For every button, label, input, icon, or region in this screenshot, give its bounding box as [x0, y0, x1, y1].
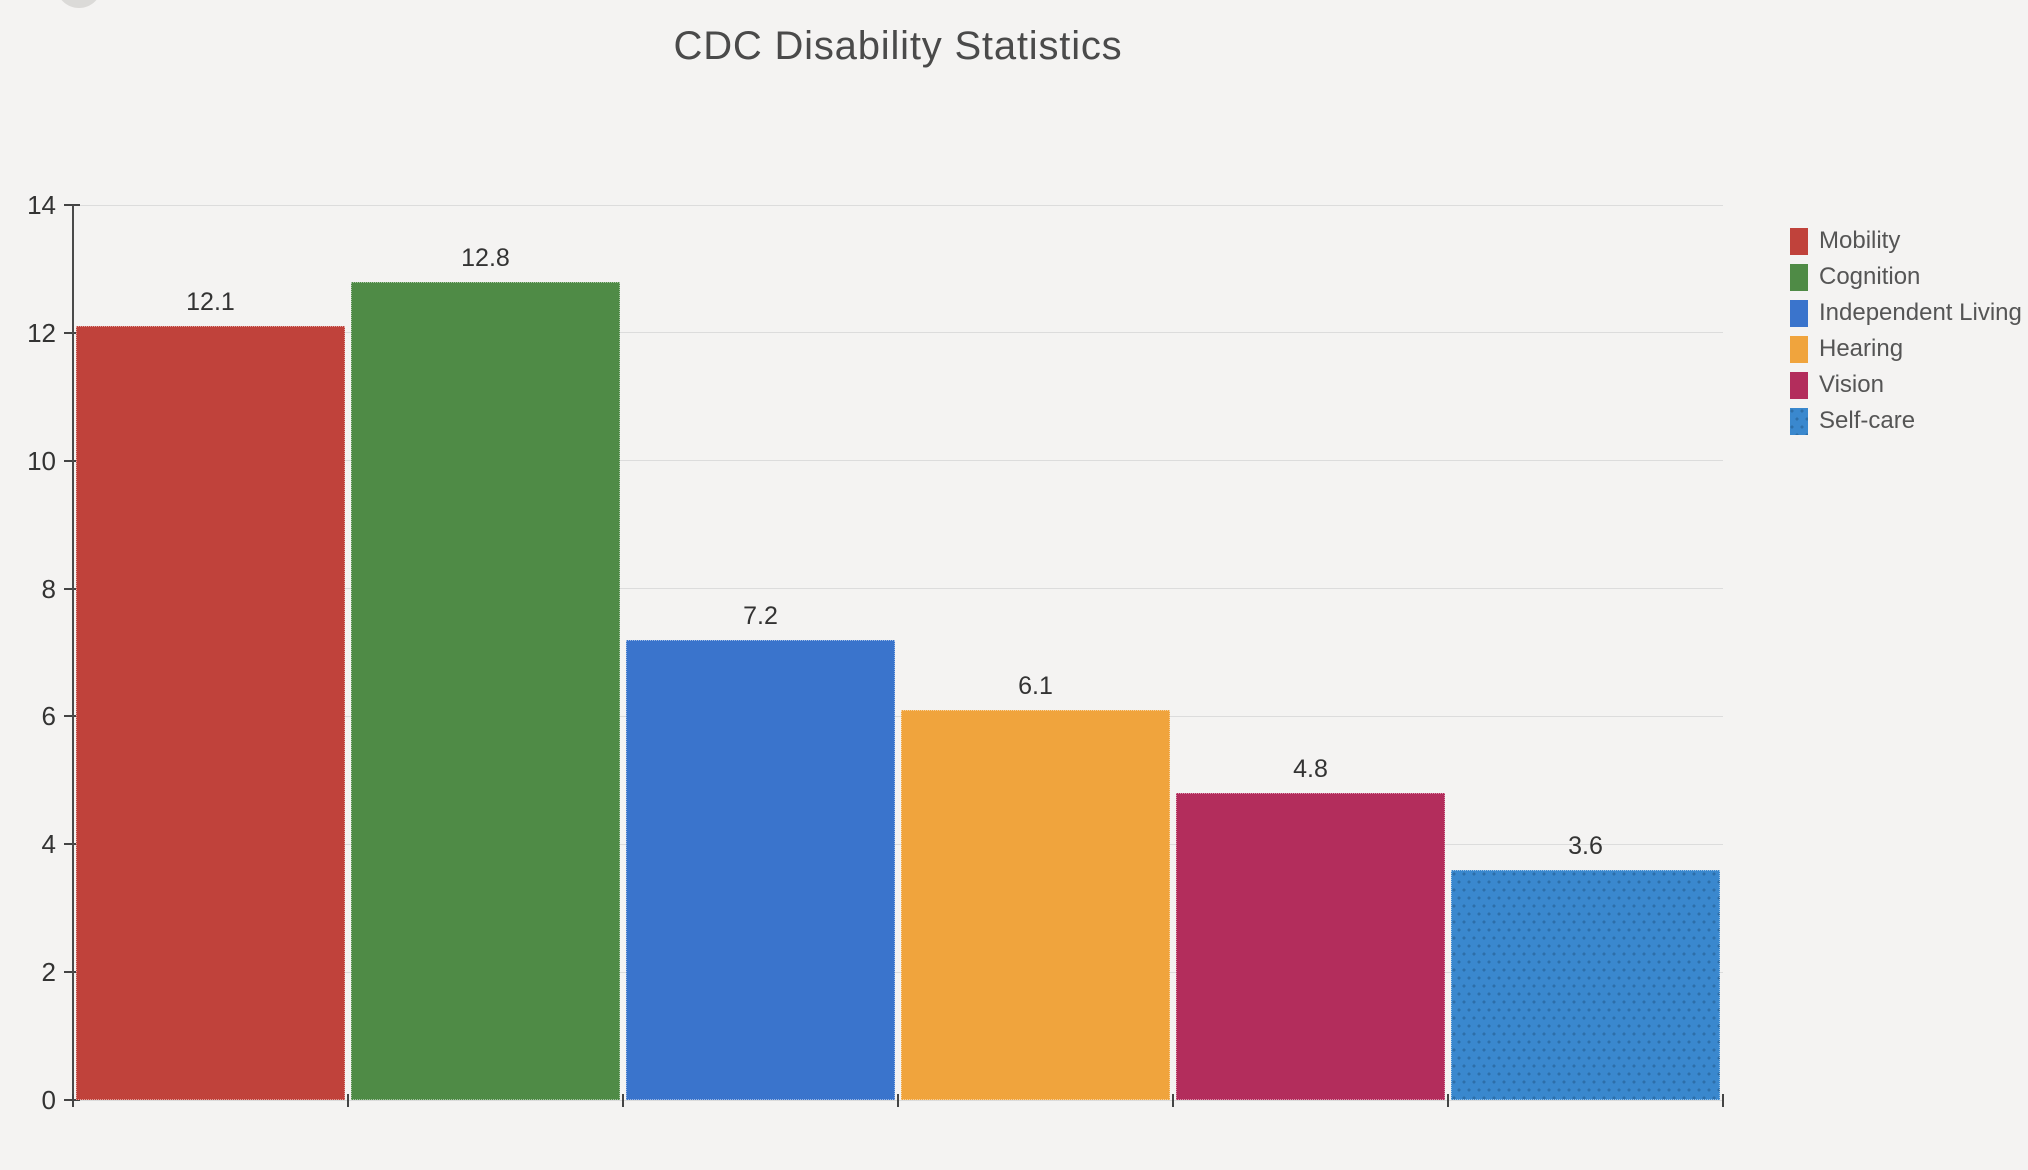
y-axis-label-10: 10	[27, 445, 56, 476]
y-axis-label-2: 2	[41, 957, 56, 988]
y-axis-label-8: 8	[41, 573, 56, 604]
bar-value-label-5: 4.8	[1293, 755, 1328, 784]
legend: Mobility Cognition Independent Living Heari…	[1790, 227, 2022, 443]
y-axis-label-0: 0	[41, 1085, 56, 1115]
legend-swatch-icon	[1790, 263, 1808, 291]
gridline-8	[73, 588, 1723, 590]
legend-swatch-icon	[1790, 299, 1808, 327]
chart-title: CDC Disability Statistics	[673, 24, 1123, 68]
bar-value-label-2: 12.8	[461, 243, 510, 272]
bar-value-label-4: 6.1	[1018, 672, 1053, 701]
gridline-12	[73, 332, 1723, 334]
bar-value-label-6: 3.6	[1568, 831, 1603, 860]
x-axis-tick-4	[1172, 1094, 1174, 1107]
legend-item-mobility[interactable]: Mobility	[1790, 227, 2022, 255]
legend-label: Mobility	[1819, 227, 1901, 254]
legend-label: Vision	[1819, 371, 1884, 398]
gridline-2	[73, 971, 1723, 973]
bar-mobility[interactable]	[76, 326, 345, 1100]
bar-value-label-3: 7.2	[743, 601, 778, 630]
x-axis-tick-0	[72, 1094, 74, 1107]
gridline-6	[73, 715, 1723, 717]
gridline-4	[73, 843, 1723, 845]
bar-hearing[interactable]	[901, 710, 1170, 1100]
x-axis-tick-1	[347, 1094, 349, 1107]
legend-swatch-icon	[1790, 371, 1808, 399]
x-axis-tick-6	[1722, 1094, 1724, 1107]
legend-item-self-care[interactable]: Self-care	[1790, 407, 2022, 435]
legend-label: Self-care	[1819, 407, 1916, 434]
bar-independent-living[interactable]	[626, 639, 895, 1100]
legend-swatch-icon	[1790, 335, 1808, 363]
gridline-14	[73, 204, 1723, 206]
legend-item-independent-living[interactable]: Independent Living	[1790, 299, 2022, 327]
x-axis-tick-3	[897, 1094, 899, 1107]
bar-self-care[interactable]	[1451, 869, 1720, 1100]
bar-vision[interactable]	[1176, 793, 1445, 1100]
y-axis-label-12: 12	[27, 317, 56, 348]
legend-item-vision[interactable]: Vision	[1790, 371, 2022, 399]
x-axis-tick-5	[1447, 1094, 1449, 1107]
x-axis-tick-2	[622, 1094, 624, 1107]
y-axis-label-4: 4	[41, 829, 56, 860]
legend-label: Cognition	[1819, 263, 1921, 290]
bar-value-label-1: 12.1	[186, 288, 235, 317]
legend-swatch-icon	[1790, 227, 1808, 255]
legend-swatch-icon	[1790, 407, 1808, 435]
legend-item-hearing[interactable]: Hearing	[1790, 335, 2022, 363]
y-axis-label-14: 14	[27, 190, 56, 220]
decorative-circle	[56, 0, 102, 8]
y-axis-line	[72, 205, 74, 1101]
gridline-10	[73, 460, 1723, 462]
legend-item-cognition[interactable]: Cognition	[1790, 263, 2022, 291]
bar-cognition[interactable]	[351, 281, 620, 1100]
legend-label: Independent Living	[1819, 299, 2022, 326]
legend-label: Hearing	[1819, 335, 1904, 362]
y-axis-label-6: 6	[41, 701, 56, 732]
